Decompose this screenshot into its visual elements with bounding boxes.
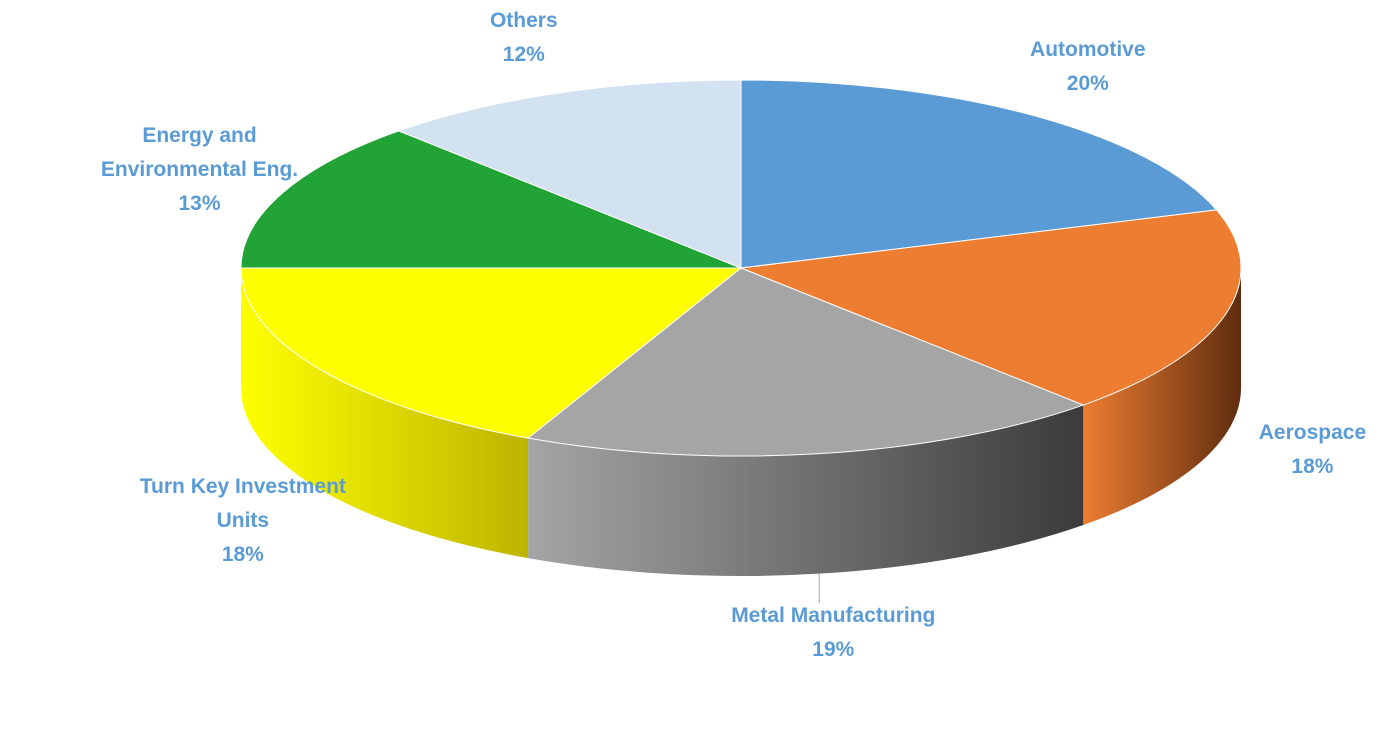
slice-automotive <box>740 79 1218 269</box>
slice-label-others: Others 12% <box>490 4 558 72</box>
slice-label-aerospace: Aerospace 18% <box>1259 416 1366 484</box>
slice-label-percent: 13% <box>178 191 221 215</box>
slice-label-automotive: Automotive 20% <box>1030 33 1146 101</box>
slice-label-metal-manufacturing: Metal Manufacturing 19% <box>731 599 935 667</box>
slice-label-name: Environmental Eng. <box>100 157 299 181</box>
slice-label-percent: 20% <box>1066 72 1109 96</box>
slice-turn-key-investment-units <box>240 267 743 439</box>
slice-label-name: Others <box>489 9 558 32</box>
slice-label-name: Metal Manufacturing <box>731 603 936 627</box>
slice-label-name: Energy and <box>142 123 257 147</box>
slice-metal-manufacturing <box>526 267 1085 457</box>
pie-sides <box>241 268 1241 576</box>
slice-aerospace <box>740 209 1242 406</box>
slice-energy-and-environmental-eng <box>240 130 742 269</box>
slice-label-name: Automotive <box>1030 38 1146 62</box>
slice-label-name: Units <box>216 508 270 532</box>
slice-label-percent: 18% <box>1291 454 1334 478</box>
pie-tops <box>240 79 1242 457</box>
slice-label-energy-and-environmental-eng: Energy and Environmental Eng. 13% <box>101 119 298 221</box>
slice-others <box>397 79 742 269</box>
slice-side-turn-key-investment-units <box>241 268 529 559</box>
slice-label-percent: 18% <box>221 542 264 566</box>
slice-label-percent: 12% <box>502 43 545 66</box>
slice-side-aerospace <box>1083 268 1241 526</box>
slice-label-turn-key-investment-units: Turn Key Investment Units 18% <box>140 470 346 572</box>
slice-label-percent: 19% <box>812 637 855 661</box>
slice-label-name: Turn Key Investment <box>139 474 346 498</box>
slice-side-metal-manufacturing <box>528 405 1084 576</box>
slice-label-name: Aerospace <box>1258 420 1367 444</box>
